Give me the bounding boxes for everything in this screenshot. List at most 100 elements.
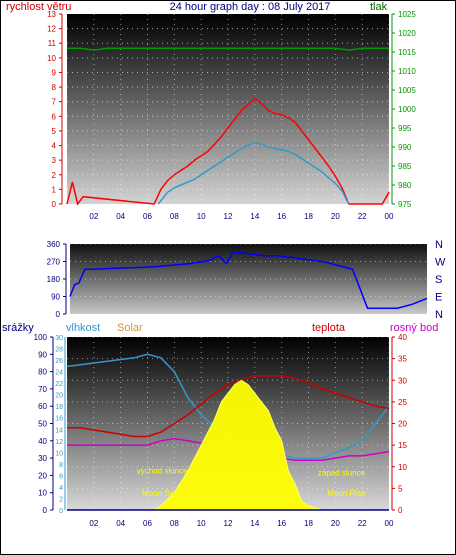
- rain-tick-label: 50: [38, 420, 47, 429]
- x-tick-label: 14: [250, 212, 259, 221]
- rain-tick-label: 90: [38, 350, 47, 359]
- humidity-tick-label: 24: [55, 370, 63, 377]
- humidity-tick-label: 8: [59, 462, 63, 469]
- moon-rise-label: Moon Rise: [327, 489, 366, 498]
- x-tick-label: 08: [170, 519, 179, 528]
- x-tick-label: 20: [331, 519, 340, 528]
- rain-tick-label: 40: [38, 437, 47, 446]
- direction-label: E: [435, 292, 442, 304]
- wind-tick-label: 10: [47, 54, 56, 63]
- humidity-tick-label: 30: [55, 335, 63, 342]
- pressure-tick-label: 975: [398, 200, 412, 209]
- wind-tick-label: 5: [52, 127, 57, 136]
- wind-tick-label: 0: [52, 200, 57, 209]
- series-line: [67, 47, 389, 51]
- x-tick-label: 10: [197, 519, 206, 528]
- rain-tick-label: 20: [38, 471, 47, 480]
- x-tick-label: 06: [143, 212, 152, 221]
- humidity-tick-label: 14: [55, 427, 63, 434]
- humidity-tick-label: 10: [55, 450, 63, 457]
- dewpoint-axis-label: rosný bod: [390, 322, 438, 334]
- temp-tick-label: 10: [398, 463, 407, 472]
- wind-tick-label: 6: [52, 112, 57, 121]
- wind-tick-label: 8: [52, 83, 57, 92]
- rain-tick-label: 60: [38, 402, 47, 411]
- pressure-tick-label: 1015: [398, 48, 416, 57]
- x-tick-label: 12: [224, 519, 233, 528]
- temp-tick-label: 0: [398, 506, 403, 515]
- pressure-tick-label: 995: [398, 124, 412, 133]
- humidity-tick-label: 26: [55, 358, 63, 365]
- x-tick-label: 06: [143, 519, 152, 528]
- x-tick-label: 18: [304, 212, 313, 221]
- rain-axis-label: srážky: [2, 322, 34, 334]
- x-tick-label: 22: [358, 212, 367, 221]
- rain-tick-label: 0: [43, 506, 48, 515]
- x-tick-label: 00: [385, 212, 394, 221]
- series-line: [66, 97, 390, 206]
- rain-tick-label: 100: [34, 333, 48, 342]
- humidity-axis-label: vlhkost: [66, 322, 100, 334]
- direction-label: S: [435, 274, 442, 286]
- series-line: [69, 250, 428, 309]
- solar-axis-label: Solar: [117, 322, 143, 334]
- x-tick-label: 02: [89, 212, 98, 221]
- series-line: [67, 375, 390, 438]
- pressure-tick-label: 990: [398, 143, 412, 152]
- humidity-tick-label: 18: [55, 404, 63, 411]
- pressure-tick-label: 980: [398, 181, 412, 190]
- humidity-tick-label: 16: [55, 416, 63, 423]
- temp-tick-label: 5: [398, 484, 403, 493]
- humidity-tick-label: 12: [55, 439, 63, 446]
- humidity-tick-label: 0: [59, 508, 63, 515]
- pressure-tick-label: 1010: [398, 67, 416, 76]
- wind-tick-label: 4: [52, 142, 57, 151]
- rain-tick-label: 10: [38, 489, 47, 498]
- x-tick-label: 02: [89, 519, 98, 528]
- direction-label: N: [435, 239, 443, 251]
- solar-area: [152, 379, 323, 511]
- sunset-label: západ slunce: [318, 468, 366, 477]
- pressure-axis-label: tlak: [370, 1, 388, 13]
- pressure-tick-label: 1020: [398, 29, 416, 38]
- direction-label: N: [435, 309, 443, 321]
- wind-tick-label: 11: [48, 39, 57, 48]
- x-tick-label: 10: [197, 212, 206, 221]
- moon-set-label: Moon Set: [142, 489, 177, 498]
- series-line: [157, 141, 350, 205]
- temp-tick-label: 40: [398, 333, 407, 342]
- wind-speed-axis-label: rychlost větru: [6, 1, 71, 13]
- sunrise-label: východ slunce: [137, 467, 188, 476]
- pressure-tick-label: 1005: [398, 86, 416, 95]
- direction-tick-label: 180: [47, 275, 61, 284]
- direction-tick-label: 90: [51, 293, 60, 302]
- x-tick-label: 16: [277, 519, 286, 528]
- humidity-tick-label: 20: [55, 393, 63, 400]
- humidity-tick-label: 6: [59, 473, 63, 480]
- wind-tick-label: 1: [52, 185, 57, 194]
- rain-tick-label: 70: [38, 385, 47, 394]
- wind-tick-label: 12: [47, 25, 56, 34]
- temp-tick-label: 35: [398, 355, 407, 364]
- x-tick-label: 04: [116, 212, 125, 221]
- x-tick-label: 16: [277, 212, 286, 221]
- wind-tick-label: 9: [52, 68, 57, 77]
- direction-tick-label: 270: [47, 258, 61, 267]
- x-tick-label: 20: [331, 212, 340, 221]
- temp-tick-label: 30: [398, 376, 407, 385]
- humidity-tick-label: 28: [55, 347, 63, 354]
- temp-tick-label: 20: [398, 420, 407, 429]
- temperature-axis-label: teplota: [312, 322, 346, 334]
- x-tick-label: 00: [385, 519, 394, 528]
- direction-tick-label: 360: [47, 240, 61, 249]
- humidity-tick-label: 4: [59, 485, 63, 492]
- direction-label: W: [435, 257, 446, 269]
- humidity-tick-label: 22: [55, 381, 63, 388]
- wind-tick-label: 2: [52, 171, 57, 180]
- pressure-tick-label: 1000: [398, 105, 416, 114]
- x-tick-label: 14: [250, 519, 259, 528]
- wind-tick-label: 13: [47, 10, 56, 19]
- temp-tick-label: 25: [398, 398, 407, 407]
